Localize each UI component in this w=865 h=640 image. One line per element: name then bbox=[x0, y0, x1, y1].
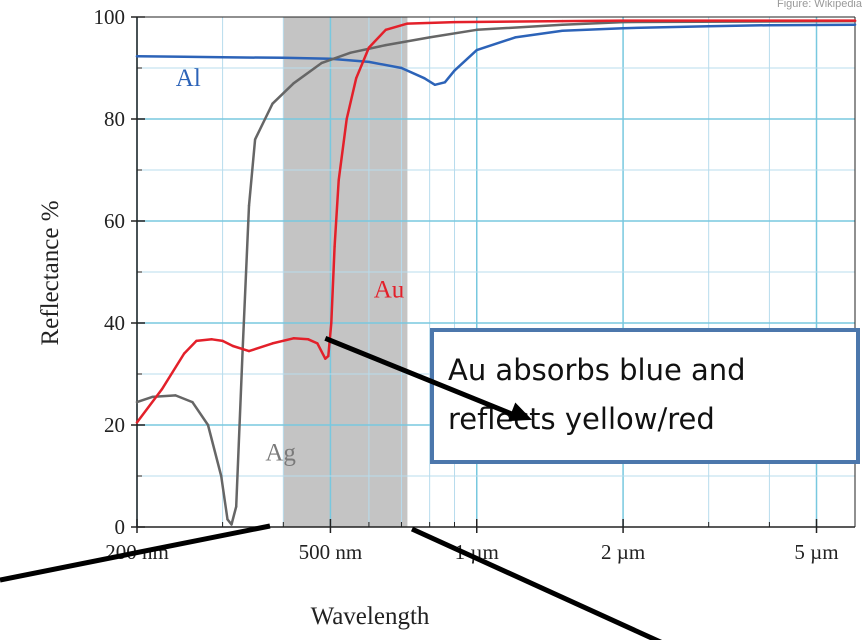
data-point-ag bbox=[174, 394, 177, 397]
data-point-ag bbox=[428, 36, 431, 39]
data-point-ag bbox=[226, 518, 229, 521]
y-tick-label: 0 bbox=[115, 515, 126, 539]
data-point-al bbox=[221, 56, 224, 59]
data-point-ag bbox=[292, 82, 295, 85]
axes: 020406080100200 nm500 nm1 µm2 µm5 µm bbox=[94, 5, 856, 564]
series-labels: Al Au Ag bbox=[176, 65, 405, 467]
data-point-al bbox=[621, 27, 625, 30]
data-point-ag bbox=[220, 474, 223, 478]
y-tick-label: 20 bbox=[104, 413, 125, 437]
data-point-ag bbox=[475, 28, 478, 31]
band-left-leader-line bbox=[0, 523, 271, 583]
callout-text-line: reflects yellow/red bbox=[448, 402, 715, 436]
data-point-al bbox=[853, 23, 857, 26]
data-point-au bbox=[337, 179, 340, 182]
data-point-au bbox=[271, 342, 274, 345]
data-point-au bbox=[160, 388, 164, 391]
y-axis-title: Reflectance % bbox=[37, 200, 64, 345]
y-tick-label: 100 bbox=[94, 5, 126, 29]
data-point-ag bbox=[191, 400, 194, 404]
data-point-au bbox=[182, 352, 186, 355]
data-point-au bbox=[324, 357, 327, 360]
data-point-ag bbox=[247, 204, 251, 207]
callout: Au absorbs blue and reflects yellow/red bbox=[0, 328, 860, 640]
y-tick-label: 40 bbox=[104, 311, 125, 335]
data-point-ag bbox=[271, 102, 274, 105]
data-point-al bbox=[367, 60, 371, 64]
data-point-al bbox=[443, 81, 447, 84]
data-point-au bbox=[292, 337, 295, 340]
data-point-al bbox=[453, 69, 456, 72]
data-point-al bbox=[182, 55, 186, 58]
series-line-al bbox=[135, 23, 857, 87]
data-point-ag bbox=[561, 23, 564, 26]
data-point-au bbox=[367, 46, 371, 49]
data-point-al bbox=[561, 29, 564, 32]
callout-text-line: Au absorbs blue and bbox=[448, 353, 746, 387]
data-point-au bbox=[406, 22, 409, 25]
data-point-ag bbox=[235, 505, 238, 508]
data-point-au bbox=[345, 117, 348, 121]
data-point-au bbox=[327, 354, 330, 358]
data-point-ag bbox=[349, 51, 352, 54]
data-point-al bbox=[475, 48, 478, 52]
data-point-au bbox=[384, 28, 387, 31]
x-tick-label: 2 µm bbox=[601, 540, 645, 564]
data-point-ag bbox=[384, 43, 387, 47]
data-point-ag bbox=[253, 138, 257, 141]
data-point-au bbox=[853, 19, 857, 22]
data-point-au bbox=[221, 339, 224, 343]
data-point-ag bbox=[135, 400, 139, 404]
data-point-ag bbox=[320, 61, 323, 65]
y-tick-label: 80 bbox=[104, 107, 125, 131]
data-point-al bbox=[282, 56, 285, 59]
x-axis-title: Wavelength bbox=[311, 603, 430, 630]
x-tick-label: 5 µm bbox=[794, 540, 838, 564]
data-point-al bbox=[423, 77, 426, 80]
data-point-au bbox=[330, 321, 333, 325]
data-point-al bbox=[707, 25, 710, 28]
data-point-al bbox=[135, 55, 139, 58]
data-point-au bbox=[561, 19, 564, 23]
data-point-au bbox=[621, 19, 625, 22]
band-right-leader-line bbox=[410, 526, 663, 640]
data-point-ag bbox=[151, 395, 154, 399]
data-point-al bbox=[400, 66, 403, 70]
data-point-au bbox=[210, 338, 213, 341]
data-point-au bbox=[307, 338, 310, 341]
series-layer bbox=[135, 19, 857, 526]
callout-box bbox=[434, 332, 856, 460]
callout-arrow-head bbox=[508, 402, 533, 422]
x-tick-label: 500 nm bbox=[299, 540, 363, 564]
data-point-ag bbox=[206, 423, 210, 427]
data-point-au bbox=[231, 344, 235, 348]
data-point-al bbox=[514, 36, 517, 39]
series-label-au: Au bbox=[374, 277, 405, 304]
series-line-ag bbox=[135, 19, 857, 526]
data-point-al bbox=[433, 83, 437, 87]
data-point-au bbox=[195, 339, 198, 343]
data-point-ag bbox=[230, 523, 233, 526]
data-point-al bbox=[768, 24, 771, 27]
data-point-au bbox=[316, 342, 319, 345]
series-label-ag: Ag bbox=[265, 440, 296, 467]
series-label-al: Al bbox=[176, 65, 201, 92]
data-point-au bbox=[453, 20, 456, 24]
series-line-au bbox=[135, 19, 857, 424]
data-point-au bbox=[247, 349, 251, 353]
source-note: Figure: Wikipedia bbox=[777, 0, 863, 10]
callout-arrow-line bbox=[324, 335, 516, 418]
y-tick-label: 60 bbox=[104, 209, 125, 233]
data-point-au bbox=[333, 245, 336, 248]
data-point-au bbox=[135, 421, 139, 424]
data-point-au bbox=[355, 77, 358, 80]
